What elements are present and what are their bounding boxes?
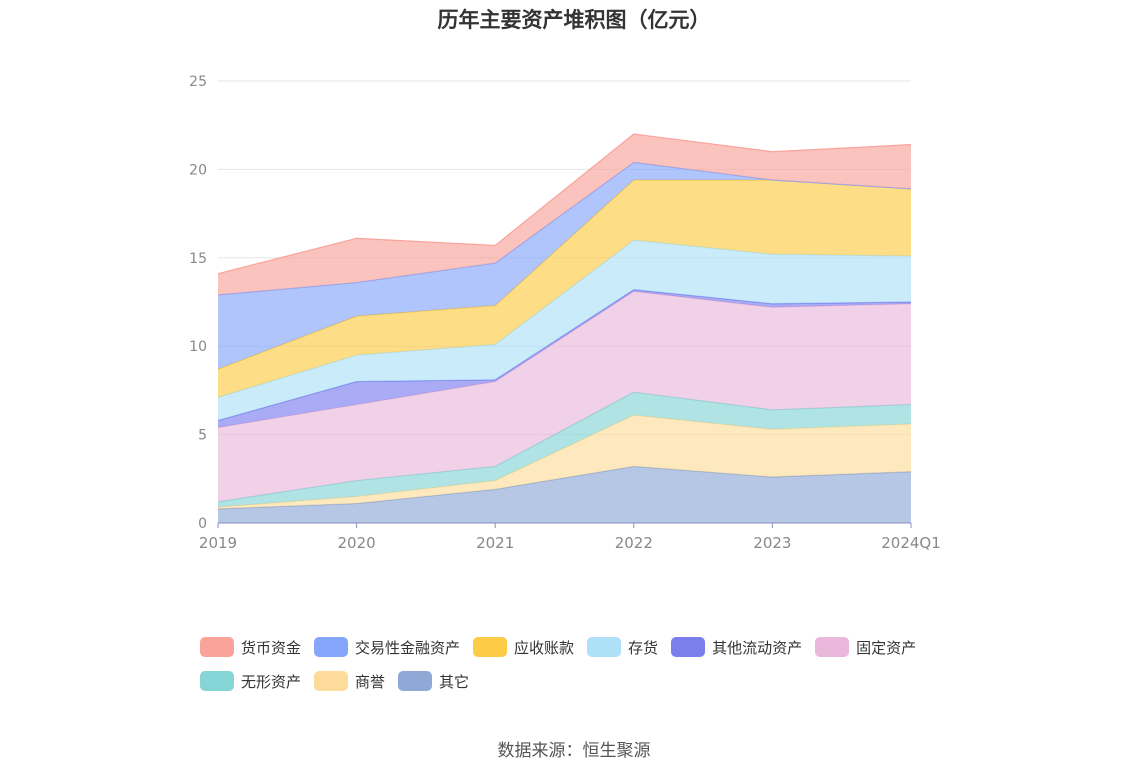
area-应收账款 xyxy=(218,180,911,398)
x-tick-label: 2022 xyxy=(615,534,653,552)
area-存货 xyxy=(218,240,911,421)
legend-swatch xyxy=(314,637,349,657)
y-tick-label: 25 xyxy=(189,74,207,90)
stacked-area-chart: 0 5 10 15 20 25 2019 2020 2021 2022 2023 2024Q1 xyxy=(189,74,941,552)
legend-label: 存货 xyxy=(628,638,659,657)
x-tick-label: 2023 xyxy=(753,534,791,552)
x-tick-label: 2021 xyxy=(476,534,514,552)
area-货币资金 xyxy=(218,134,911,295)
x-tick-label: 2020 xyxy=(338,534,376,552)
legend-label: 其他流动资产 xyxy=(712,638,803,657)
legend-item[interactable]: 货币资金 xyxy=(200,636,301,658)
legend-swatch xyxy=(815,637,850,657)
legend-label: 交易性金融资产 xyxy=(355,638,461,657)
x-tick-label: 2024Q1 xyxy=(881,534,941,552)
chart-title: 历年主要资产堆积图（亿元） xyxy=(437,8,711,32)
legend-label: 货币资金 xyxy=(241,638,302,657)
area-edge-货币资金 xyxy=(217,133,912,275)
x-tick-label: 2019 xyxy=(199,534,237,552)
legend-swatch xyxy=(671,637,706,657)
legend-item[interactable]: 交易性金融资产 xyxy=(314,636,460,658)
y-tick-label: 5 xyxy=(198,428,207,444)
legend-item[interactable]: 存货 xyxy=(587,636,658,658)
legend-swatch xyxy=(200,671,234,691)
legend-swatch xyxy=(473,637,508,657)
y-tick-label: 15 xyxy=(189,251,207,267)
legend-swatch xyxy=(314,671,349,691)
legend-item[interactable]: 固定资产 xyxy=(815,636,916,658)
y-tick-label: 20 xyxy=(189,162,207,178)
legend-item[interactable]: 其他流动资产 xyxy=(671,636,802,658)
legend-label: 固定资产 xyxy=(856,638,917,657)
legend-label: 无形资产 xyxy=(241,672,302,691)
legend-item[interactable]: 应收账款 xyxy=(473,636,574,658)
area-其它 xyxy=(218,466,911,523)
legend-swatch xyxy=(200,637,234,657)
chart-legend: 货币资金 交易性金融资产 应收账款 存货 其他流动资产 固定资产无形资产 商誉 其它 xyxy=(200,636,980,704)
area-商誉 xyxy=(218,415,911,509)
y-tick-label: 10 xyxy=(189,339,207,355)
y-tick-label: 0 xyxy=(198,516,207,532)
legend-swatch xyxy=(587,637,622,657)
legend-item[interactable]: 无形资产 xyxy=(200,670,301,692)
data-source-note: 数据来源：恒生聚源 xyxy=(497,741,651,761)
legend-swatch xyxy=(398,671,433,691)
legend-label: 应收账款 xyxy=(514,638,575,657)
legend-item[interactable]: 商誉 xyxy=(314,670,385,692)
area-固定资产 xyxy=(218,291,911,502)
legend-label: 其它 xyxy=(439,672,470,691)
legend-label: 商誉 xyxy=(355,672,386,691)
area-其他流动资产 xyxy=(218,289,911,428)
legend-item[interactable]: 其它 xyxy=(398,670,469,692)
area-无形资产 xyxy=(218,392,911,508)
